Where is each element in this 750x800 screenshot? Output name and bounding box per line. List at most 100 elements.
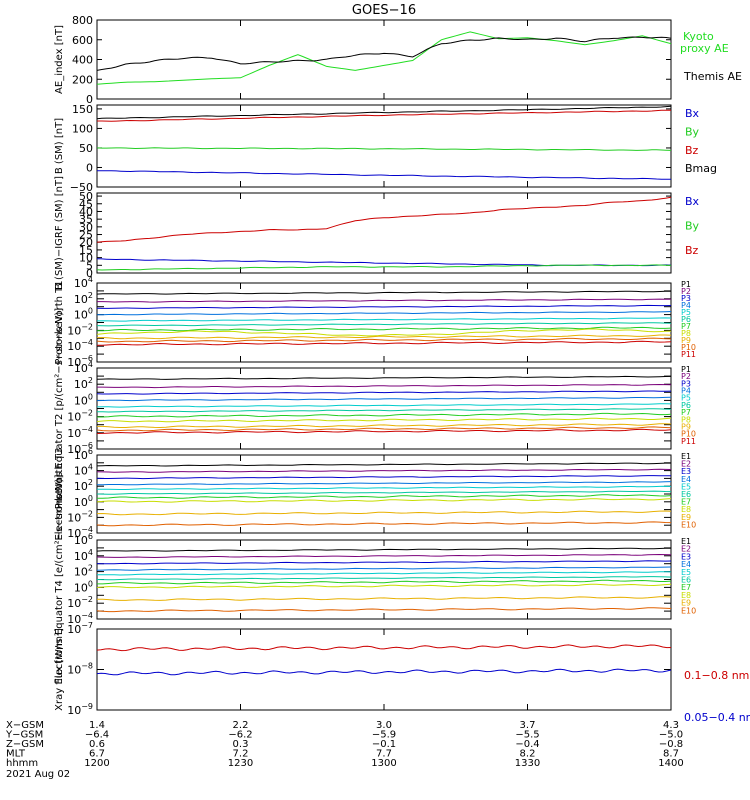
- legend-themis: Themis AE: [683, 70, 742, 83]
- channel-line: [96, 290, 672, 295]
- plot-title: GOES−16: [352, 3, 416, 18]
- y-tick-label: 25: [79, 229, 93, 242]
- legend-kyoto-line2: proxy AE: [680, 42, 729, 55]
- channel-label-e4: E4: [681, 475, 691, 484]
- channel-label-p2: P2: [681, 372, 691, 381]
- y-tick-label: 0: [86, 93, 93, 106]
- channel-label-e1: E1: [681, 452, 691, 461]
- y-tick-label: 10−2: [67, 322, 93, 337]
- channel-label-e1: E1: [681, 537, 691, 546]
- channel-label-e5: E5: [681, 482, 691, 491]
- channel-label-e6: E6: [681, 576, 691, 585]
- channel-label-e9: E9: [681, 513, 691, 522]
- table-cell: −5.9: [372, 730, 396, 741]
- panel-bsm: B (SM) [nT] −50 0 50 100 150 Bx By Bz Bmag: [54, 103, 717, 194]
- y-tick-label: 102: [74, 564, 93, 579]
- channel-label-p1: P1: [681, 280, 691, 289]
- channel-line: [96, 311, 672, 316]
- channel-line: [97, 494, 672, 499]
- channel-line: [96, 428, 672, 434]
- channel-line: [96, 566, 672, 571]
- y-tick-label: 10−4: [67, 611, 93, 626]
- series-line: [96, 147, 672, 151]
- channel-line: [96, 340, 672, 346]
- y-tick-label: 104: [74, 463, 93, 478]
- channel-line: [96, 490, 672, 495]
- series-line: [96, 36, 672, 71]
- channel-label-p1: P1: [681, 365, 691, 374]
- channel-label-e2: E2: [681, 460, 691, 469]
- channel-label-e9: E9: [681, 599, 691, 608]
- channel-line: [96, 560, 672, 565]
- table-cell: −6.2: [228, 730, 252, 741]
- table-cell: 1300: [371, 758, 396, 769]
- y-tick-label: 10−7: [67, 621, 93, 636]
- channel-line: [96, 328, 672, 337]
- channel-label-e4: E4: [681, 560, 691, 569]
- y-tick-label: 150: [72, 103, 93, 116]
- y-tick-label: 10: [79, 252, 93, 265]
- channel-line: [96, 498, 672, 503]
- y-tick-label: 104: [74, 548, 93, 563]
- legend-by: By: [685, 219, 700, 232]
- y-tick-label: 50: [79, 142, 93, 155]
- channel-label-e10: E10: [681, 520, 696, 529]
- channel-line: [96, 334, 672, 340]
- y-tick-label: 35: [79, 213, 93, 226]
- channel-line: [96, 547, 672, 552]
- channel-label-p9: P9: [681, 422, 691, 431]
- series-line: [96, 196, 672, 243]
- series-line: [96, 105, 672, 120]
- channel-line: [97, 412, 672, 418]
- channel-line: [96, 408, 672, 413]
- panel-ylabel: B (SM)−IGRF (SM) [nT]: [54, 176, 65, 290]
- channel-line: [96, 576, 672, 581]
- y-tick-label: 10−4: [67, 425, 93, 440]
- legend-bx: Bx: [685, 195, 700, 208]
- y-tick-label: 10−6: [67, 354, 93, 369]
- channel-line: [96, 322, 672, 327]
- y-tick-label: 20: [79, 236, 93, 249]
- series-line: [97, 170, 672, 180]
- xray-series-line: [96, 668, 672, 676]
- channel-label-p5: P5: [681, 394, 691, 403]
- channel-line: [97, 326, 672, 332]
- y-tick-label: 100: [74, 579, 93, 594]
- table-cell: 1400: [658, 758, 683, 769]
- channel-label-p7: P7: [681, 408, 691, 417]
- channel-line: [97, 579, 672, 585]
- table-cell: 1230: [228, 758, 253, 769]
- y-tick-label: 0: [86, 161, 93, 174]
- y-tick-label: 100: [74, 392, 93, 407]
- channel-line: [96, 481, 672, 486]
- channel-label-p8: P8: [681, 329, 691, 338]
- legend-bz: Bz: [685, 144, 699, 157]
- y-tick-label: 15: [79, 244, 93, 257]
- panel-pequator: Protons Equator T2 [p/(cm²−s−sr−keV)] 10−…: [54, 308, 696, 510]
- panel-pnorth: Protons North T1 10−610−410−2100102104P1P…: [54, 275, 696, 369]
- channel-line: [96, 375, 672, 380]
- channel-label-p4: P4: [681, 387, 691, 396]
- channel-line: [96, 468, 672, 473]
- table-cell: 3.7: [520, 720, 536, 731]
- y-tick-label: 104: [74, 360, 93, 375]
- legend-kyoto-line1: Kyoto: [683, 30, 714, 43]
- table-cell: 7.7: [376, 749, 392, 760]
- y-tick-label: 10−2: [67, 409, 93, 424]
- date-label: 2021 Aug 02: [6, 769, 70, 780]
- channel-line: [97, 423, 672, 429]
- channel-label-e3: E3: [681, 552, 691, 561]
- y-tick-label: 400: [72, 54, 93, 67]
- panel-eequator: Electrons Equator T4 [e/(cm²−s−sr−keV)] 1…: [54, 474, 696, 684]
- channel-line: [96, 403, 672, 408]
- channel-label-e6: E6: [681, 490, 691, 499]
- channel-line: [96, 426, 672, 432]
- channel-line: [97, 383, 672, 389]
- y-tick-label: 800: [72, 14, 93, 27]
- y-tick-label: 10−4: [67, 525, 93, 540]
- series-line: [96, 31, 672, 85]
- table-cell: −5.5: [515, 730, 539, 741]
